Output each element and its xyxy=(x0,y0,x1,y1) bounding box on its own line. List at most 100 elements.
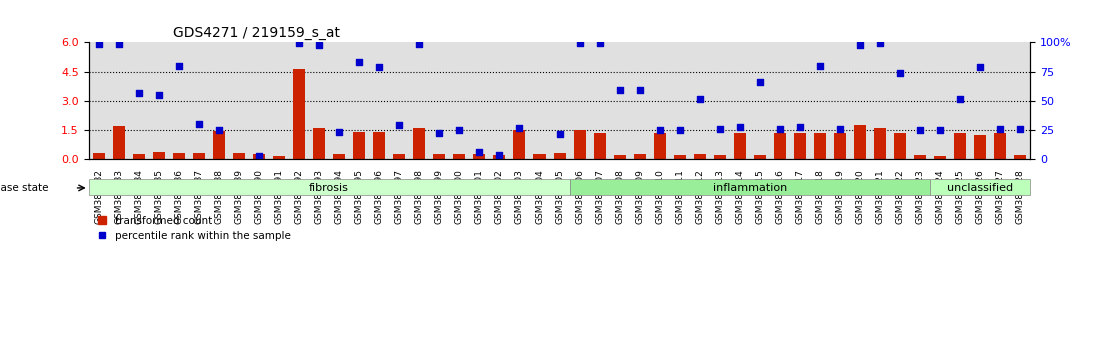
Point xyxy=(571,41,588,46)
Bar xyxy=(614,155,626,159)
Point xyxy=(751,80,769,85)
Point xyxy=(871,41,889,46)
Bar xyxy=(951,42,971,159)
Bar xyxy=(710,42,730,159)
Bar xyxy=(971,42,991,159)
Bar xyxy=(994,133,1006,159)
Bar xyxy=(991,42,1010,159)
Bar xyxy=(794,133,806,159)
Point xyxy=(671,128,689,133)
Bar xyxy=(413,128,425,159)
Point xyxy=(630,87,648,93)
Bar xyxy=(450,42,470,159)
Bar xyxy=(554,153,565,159)
Bar xyxy=(574,130,586,159)
Bar xyxy=(269,42,289,159)
Point xyxy=(110,42,127,47)
Bar xyxy=(229,42,249,159)
Point xyxy=(211,127,228,132)
Point xyxy=(952,97,970,102)
Bar xyxy=(669,42,690,159)
Bar xyxy=(1015,155,1026,159)
Bar xyxy=(750,42,770,159)
Point xyxy=(731,124,749,130)
Bar xyxy=(193,153,205,159)
Point xyxy=(471,150,489,155)
Bar xyxy=(634,154,646,159)
Bar xyxy=(550,42,570,159)
Bar xyxy=(433,154,445,159)
Bar xyxy=(293,69,305,159)
Point xyxy=(451,128,469,133)
Bar xyxy=(1010,42,1030,159)
Point xyxy=(310,42,328,48)
Bar xyxy=(589,42,609,159)
Point xyxy=(611,87,628,93)
Bar xyxy=(334,154,345,159)
Text: GDS4271 / 219159_s_at: GDS4271 / 219159_s_at xyxy=(173,26,340,40)
Point xyxy=(170,63,187,69)
Bar xyxy=(649,42,669,159)
Bar xyxy=(834,133,847,159)
FancyBboxPatch shape xyxy=(570,179,931,195)
Bar xyxy=(870,42,890,159)
Bar xyxy=(429,42,450,159)
Point xyxy=(90,42,107,47)
Text: disease state: disease state xyxy=(0,183,49,193)
Bar xyxy=(89,42,109,159)
Point xyxy=(410,42,428,47)
Bar xyxy=(954,133,966,159)
Bar xyxy=(533,154,545,159)
Point xyxy=(791,124,809,130)
Bar xyxy=(470,42,490,159)
Point xyxy=(691,97,709,102)
Point xyxy=(250,153,268,159)
Point xyxy=(491,152,509,158)
Point xyxy=(992,126,1009,132)
Bar xyxy=(674,155,686,159)
Bar xyxy=(349,42,369,159)
Bar xyxy=(168,42,188,159)
Bar xyxy=(273,156,285,159)
Bar xyxy=(594,133,606,159)
Bar xyxy=(473,154,485,159)
Bar xyxy=(934,156,946,159)
Bar xyxy=(233,153,245,159)
Bar xyxy=(213,131,225,159)
Point xyxy=(551,131,568,137)
Point xyxy=(511,125,529,131)
Bar xyxy=(733,133,746,159)
Bar xyxy=(153,153,165,159)
Bar xyxy=(530,42,550,159)
Bar xyxy=(133,154,145,159)
Bar xyxy=(830,42,850,159)
Bar xyxy=(814,133,827,159)
Bar xyxy=(109,42,129,159)
Bar xyxy=(770,42,790,159)
Bar xyxy=(113,126,125,159)
Bar xyxy=(513,130,525,159)
Bar xyxy=(93,153,104,159)
Bar xyxy=(510,42,530,159)
Bar xyxy=(173,153,185,159)
Bar xyxy=(329,42,349,159)
Bar xyxy=(490,42,510,159)
Bar xyxy=(249,42,269,159)
Bar xyxy=(974,135,986,159)
Point xyxy=(972,64,989,70)
Bar xyxy=(393,154,406,159)
Bar xyxy=(188,42,209,159)
Bar xyxy=(389,42,409,159)
Bar xyxy=(353,132,366,159)
Point xyxy=(350,59,368,64)
Point xyxy=(912,128,930,133)
Text: fibrosis: fibrosis xyxy=(309,183,349,193)
Bar xyxy=(570,42,589,159)
Bar xyxy=(629,42,649,159)
Point xyxy=(711,126,729,132)
FancyBboxPatch shape xyxy=(931,179,1030,195)
Point xyxy=(932,128,950,133)
Legend: transformed count, percentile rank within the sample: transformed count, percentile rank withi… xyxy=(94,212,295,245)
Point xyxy=(330,130,348,135)
Point xyxy=(130,91,147,96)
